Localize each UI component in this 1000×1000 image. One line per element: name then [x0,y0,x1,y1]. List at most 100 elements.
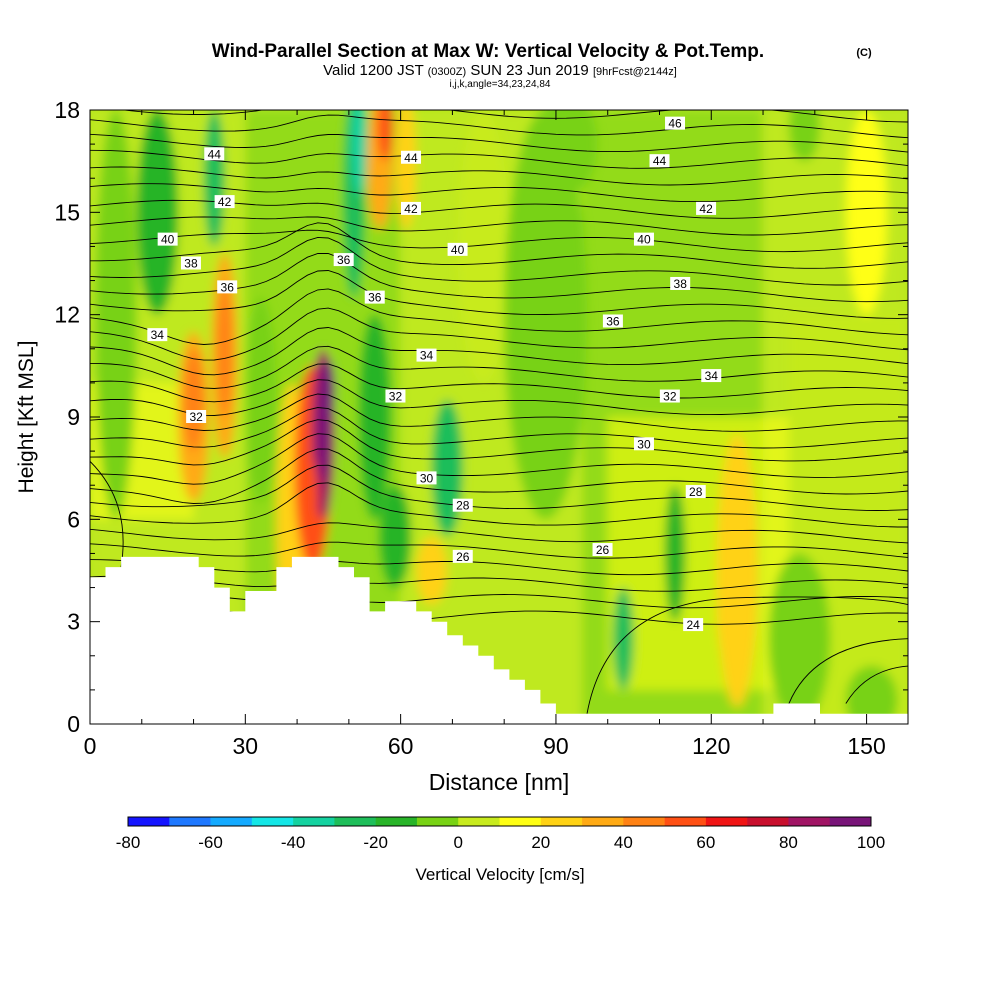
theta-contour-line [90,288,908,345]
theta-contour-label-text: 42 [218,195,232,209]
theta-contour-line [90,236,908,286]
theta-contour-label: 40 [157,232,178,247]
y-tick-label: 3 [67,609,80,635]
theta-contour-line [586,596,908,714]
w-band [607,417,789,690]
w-region [768,553,831,724]
theta-contour-label-text: 32 [189,410,203,424]
theta-contour-label-text: 32 [389,390,403,404]
theta-contour-line [90,183,908,203]
theta-contour-label-text: 38 [674,277,688,291]
theta-contour-label-text: 34 [705,369,719,383]
colorbar-swatch [210,817,253,826]
colorbar-swatch [293,817,335,826]
theta-contour-line [90,166,908,186]
theta-contour-label-text: 30 [420,471,434,485]
theta-contour-line [90,448,908,504]
w-region [716,536,748,673]
colorbar-swatch [375,817,418,826]
theta-contour-label: 34 [147,328,168,342]
colorbar-swatch [747,817,789,826]
colorbar-tick-label: 80 [779,833,798,852]
colorbar-swatch [829,817,872,826]
y-tick-label: 15 [54,199,80,225]
x-tick-label: 60 [388,733,414,759]
colorbar-tick-label: 20 [531,833,550,852]
vertical-velocity-field [90,110,908,724]
theta-contour-label: 26 [592,543,613,557]
w-region [416,536,448,605]
colorbar-swatch [664,817,707,826]
theta-contour-label: 32 [659,389,680,404]
theta-contour-label-text: 24 [686,618,700,632]
w-region [216,280,233,417]
theta-contour-label-text: 40 [161,233,175,247]
theta-contour-label: 26 [452,549,473,564]
w-region [351,110,367,196]
theta-contour-line [90,393,908,432]
theta-contour-line [90,461,124,568]
x-axis-label: Distance [nm] [429,769,570,795]
subtitle-forecast: [9hrFcst@2144z] [593,66,677,78]
theta-contour-label: 44 [400,150,421,165]
colorbar-swatch [334,817,376,826]
colorbar-swatch [540,817,583,826]
theta-contour-line [90,222,908,269]
w-region [203,110,225,247]
colorbar: -80 -60 -40 -20 0 20 40 60 80 100 [116,816,885,852]
colorbar-tick-label: -80 [116,833,141,852]
theta-contour-line [845,665,908,704]
theta-contour-line [90,114,908,139]
theta-contour-label-text: 26 [596,543,610,557]
theta-contour-label: 44 [649,154,670,168]
w-region [845,110,888,315]
theta-contour-line [90,419,908,466]
theta-contour-line [788,638,908,704]
theta-contour-label-text: 26 [456,550,470,564]
theta-contour-label-text: 40 [637,233,651,247]
x-tick-label: 150 [847,733,885,759]
w-region [395,110,417,230]
theta-contour-label-text: 32 [663,390,677,404]
theta-contour-line [90,229,908,253]
colorbar-swatch [128,817,170,826]
theta-contour-label-text: 44 [404,151,418,165]
w-region [95,110,137,520]
theta-contour-label: 32 [186,410,207,424]
colorbar-swatch [251,817,294,826]
theta-contour-label: 36 [364,290,385,305]
theta-contour-line [90,270,908,319]
theta-contour-label: 32 [385,389,406,404]
y-tick-label: 18 [54,97,80,123]
theta-contour-line [90,407,908,449]
theta-contour-label: 34 [416,348,437,363]
theta-contour-line [90,482,908,528]
theta-contour-label-text: 44 [653,154,667,168]
theta-contour-label: 28 [685,485,706,499]
theta-contour-line [90,133,908,153]
y-tick-label: 6 [67,506,80,532]
x-tick-label: 30 [233,733,259,759]
x-tick-label: 0 [84,733,97,759]
colorbar-tick-label: 60 [696,833,715,852]
theta-contour-line [90,559,908,576]
theta-contour-line [90,464,908,511]
theta-contour-label: 44 [204,147,225,161]
theta-contour-line [90,363,908,403]
theta-contour-line [90,379,908,416]
subtitle-zulu: (0300Z) [428,66,467,78]
theta-contour-line [90,216,908,236]
colorbar-swatch [416,817,459,826]
theta-contour-label: 42 [696,201,717,216]
colorbar-swatch [582,817,624,826]
theta-contour-label-text: 40 [451,243,465,257]
theta-contour-label-text: 34 [151,328,165,342]
theta-contour-line [90,541,908,559]
colorbar-tick-label: -20 [363,833,388,852]
colorbar-frame [127,816,872,827]
x-tick-label: 120 [692,733,730,759]
theta-contour-line [90,149,908,169]
w-region [245,297,277,503]
